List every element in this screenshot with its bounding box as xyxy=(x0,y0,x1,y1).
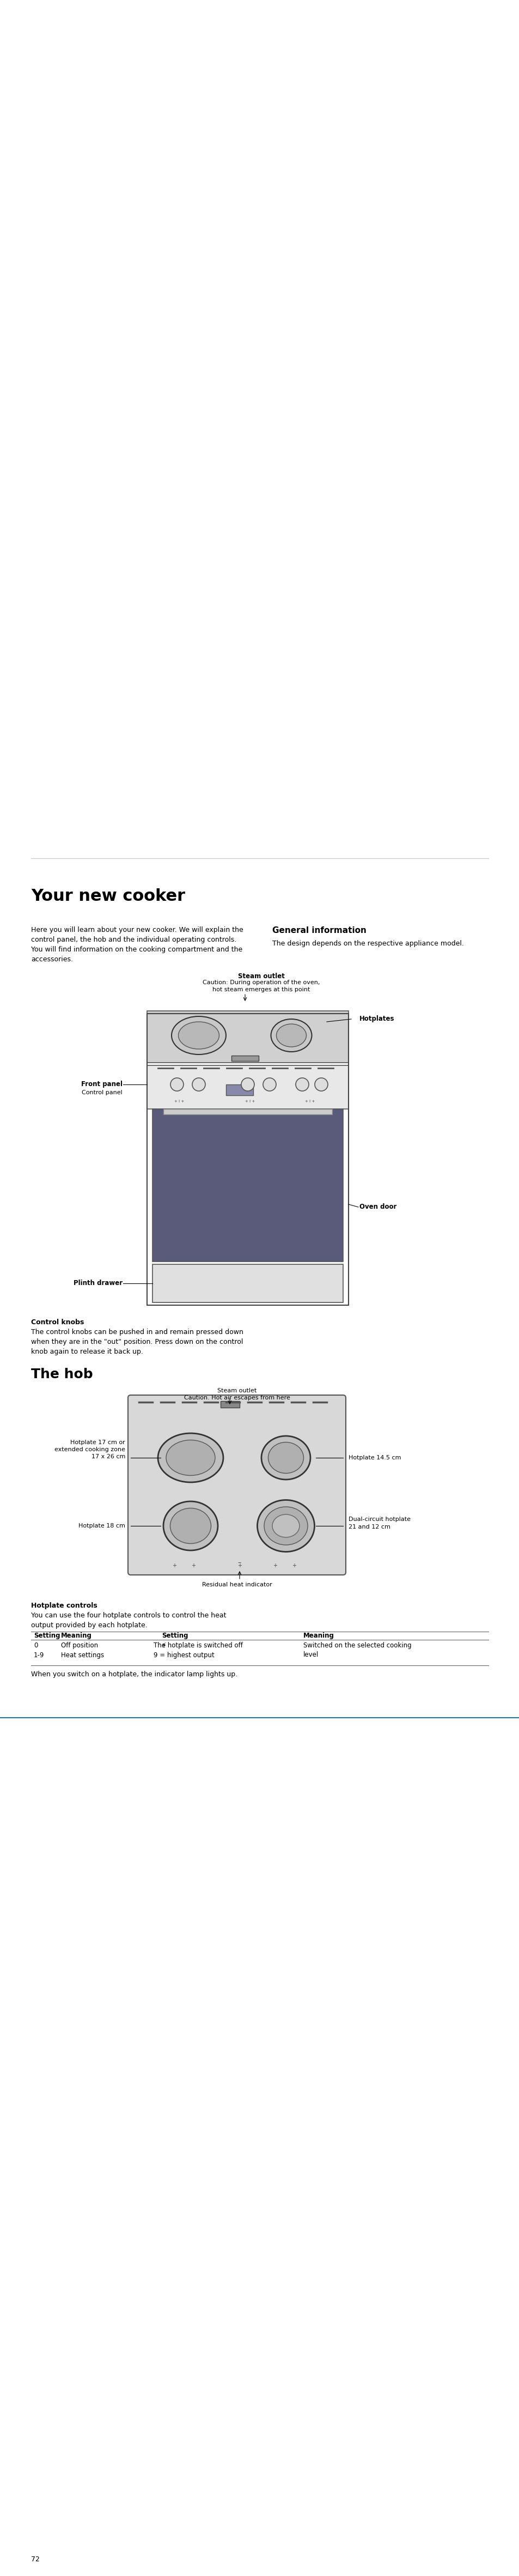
Ellipse shape xyxy=(170,1507,211,1543)
Ellipse shape xyxy=(163,1502,217,1551)
Text: Residual heat indicator: Residual heat indicator xyxy=(201,1582,271,1587)
Text: +: + xyxy=(292,1564,296,1569)
Ellipse shape xyxy=(171,1018,226,1054)
Ellipse shape xyxy=(261,1435,310,1479)
Text: Hotplate 18 cm: Hotplate 18 cm xyxy=(78,1522,125,1528)
Text: +: + xyxy=(191,1564,195,1569)
Text: You can use the four hotplate controls to control the heat
output provided by ea: You can use the four hotplate controls t… xyxy=(31,1613,226,1628)
Text: Caution. Hot air escapes from here: Caution. Hot air escapes from here xyxy=(184,1396,290,1401)
Bar xyxy=(231,1056,258,1061)
Circle shape xyxy=(170,1077,183,1092)
Ellipse shape xyxy=(178,1023,219,1048)
Text: Meaning: Meaning xyxy=(61,1633,92,1638)
Text: Setting: Setting xyxy=(34,1633,60,1638)
Text: Steam outlet: Steam outlet xyxy=(217,1388,256,1394)
Text: 1-9: 1-9 xyxy=(34,1651,44,1659)
Text: ⚡: ⚡ xyxy=(161,1641,166,1649)
Ellipse shape xyxy=(268,1443,303,1473)
Text: Control panel: Control panel xyxy=(81,1090,122,1095)
Text: The control knobs can be pushed in and remain pressed down
when they are in the : The control knobs can be pushed in and r… xyxy=(31,1329,243,1355)
Text: Hotplate 17 cm or
extended cooking zone
17 x 26 cm: Hotplate 17 cm or extended cooking zone … xyxy=(54,1440,125,1461)
Bar xyxy=(147,1012,348,1306)
Bar xyxy=(221,1401,239,1406)
Text: Switched on the selected cooking
level: Switched on the selected cooking level xyxy=(303,1641,411,1659)
Text: The hotplate is switched off: The hotplate is switched off xyxy=(154,1641,242,1649)
Text: Setting: Setting xyxy=(161,1633,188,1638)
Text: + I +: + I + xyxy=(174,1100,184,1103)
Ellipse shape xyxy=(257,1499,314,1551)
Text: +: + xyxy=(172,1564,176,1569)
Text: +: + xyxy=(272,1564,277,1569)
Text: Your new cooker: Your new cooker xyxy=(31,889,185,904)
Circle shape xyxy=(295,1077,308,1092)
Text: Front panel: Front panel xyxy=(81,1082,122,1087)
Bar xyxy=(147,1066,348,1110)
Text: Oven door: Oven door xyxy=(359,1203,396,1211)
Ellipse shape xyxy=(276,1025,306,1046)
Text: The design depends on the respective appliance model.: The design depends on the respective app… xyxy=(272,940,463,948)
Text: –: – xyxy=(238,1558,241,1566)
Text: Hotplates: Hotplates xyxy=(359,1015,394,1023)
Text: Heat settings: Heat settings xyxy=(61,1651,104,1659)
Text: Off position: Off position xyxy=(61,1641,98,1649)
Text: When you switch on a hotplate, the indicator lamp lights up.: When you switch on a hotplate, the indic… xyxy=(31,1672,237,1677)
Text: Caution: During operation of the oven,
hot steam emerges at this point: Caution: During operation of the oven, h… xyxy=(202,979,320,992)
Ellipse shape xyxy=(166,1440,215,1476)
Text: Dual-circuit hotplate
21 and 12 cm: Dual-circuit hotplate 21 and 12 cm xyxy=(348,1517,410,1530)
Text: + I +: + I + xyxy=(245,1100,255,1103)
Bar xyxy=(152,1265,343,1303)
Bar xyxy=(152,1110,343,1262)
Circle shape xyxy=(263,1077,276,1092)
Text: General information: General information xyxy=(272,927,366,935)
FancyBboxPatch shape xyxy=(128,1396,346,1574)
Ellipse shape xyxy=(272,1515,299,1538)
Text: 9 = highest output: 9 = highest output xyxy=(154,1651,214,1659)
Bar xyxy=(226,1084,253,1095)
Bar xyxy=(147,1010,348,1064)
Text: 0: 0 xyxy=(34,1641,38,1649)
Text: Plinth drawer: Plinth drawer xyxy=(73,1280,122,1288)
Text: 72: 72 xyxy=(31,2555,39,2563)
Text: Meaning: Meaning xyxy=(303,1633,334,1638)
Ellipse shape xyxy=(264,1507,307,1546)
Circle shape xyxy=(192,1077,205,1092)
Text: Control knobs: Control knobs xyxy=(31,1319,84,1327)
Text: Hotplate controls: Hotplate controls xyxy=(31,1602,97,1610)
Ellipse shape xyxy=(270,1020,311,1051)
Circle shape xyxy=(315,1077,327,1092)
Text: Here you will learn about your new cooker. We will explain the
control panel, th: Here you will learn about your new cooke… xyxy=(31,927,243,963)
Text: + I +: + I + xyxy=(305,1100,315,1103)
Circle shape xyxy=(241,1077,254,1092)
Bar xyxy=(163,1110,332,1115)
Text: The hob: The hob xyxy=(31,1368,93,1381)
Text: Steam outlet: Steam outlet xyxy=(238,974,284,979)
Ellipse shape xyxy=(158,1432,223,1481)
Text: +: + xyxy=(237,1564,241,1569)
Text: Hotplate 14.5 cm: Hotplate 14.5 cm xyxy=(348,1455,401,1461)
